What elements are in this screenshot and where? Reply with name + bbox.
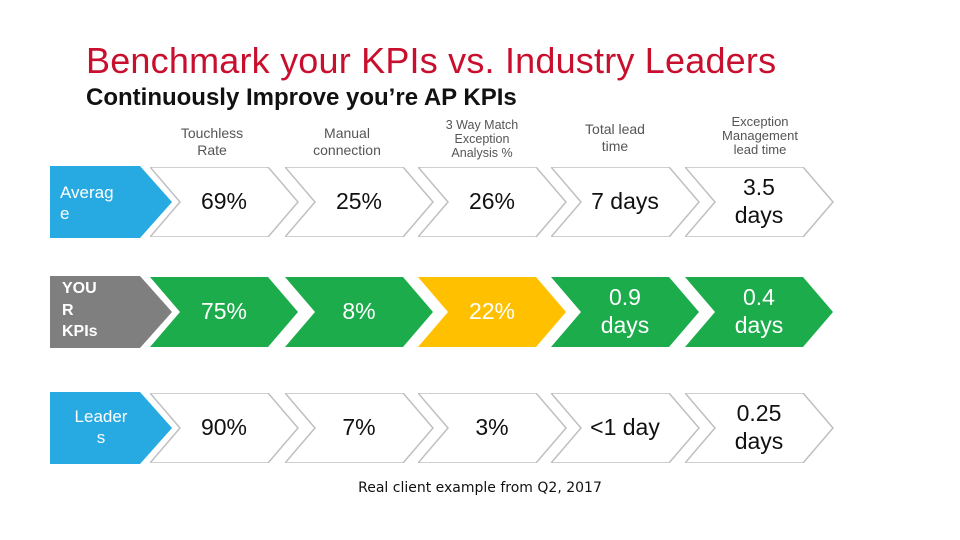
col-header-exception-management: Exception Management lead time	[722, 113, 798, 158]
kpi-cell-average-exception-mgmt: 3.5 days	[685, 167, 835, 237]
kpi-value: 8%	[342, 298, 376, 325]
kpi-cell-your-manual: 8%	[285, 277, 435, 347]
kpi-cell-leaders-three-way: 3%	[418, 393, 568, 463]
kpi-cell-your-touchless: 75%	[150, 277, 300, 347]
slide-subtitle: Continuously Improve you’re AP KPIs	[86, 84, 517, 111]
row-label-leaders-text: Leader s	[74, 407, 128, 448]
kpi-value: 25%	[335, 188, 383, 215]
kpi-value: 0.4 days	[734, 284, 784, 338]
row-label-your-kpis-shape	[50, 276, 172, 348]
kpi-value: 3.5 days	[734, 174, 784, 228]
kpi-cell-average-touchless: 69%	[150, 167, 300, 237]
kpi-value: 75%	[200, 298, 248, 325]
kpi-value: 90%	[200, 414, 248, 441]
row-label-your-kpis-text: YOU R KPIs	[62, 280, 98, 341]
kpi-cell-average-total-lead: 7 days	[551, 167, 701, 237]
slide-title: Benchmark your KPIs vs. Industry Leaders	[86, 40, 777, 81]
kpi-value: 7%	[342, 414, 376, 441]
row-label-average-shape	[50, 166, 172, 238]
kpi-cell-leaders-exception-mgmt: 0.25 days	[685, 393, 835, 463]
kpi-cell-leaders-manual: 7%	[285, 393, 435, 463]
kpi-value: 3%	[475, 414, 509, 441]
kpi-value: 22%	[468, 298, 516, 325]
kpi-cell-leaders-touchless: 90%	[150, 393, 300, 463]
kpi-cell-your-three-way: 22%	[418, 277, 568, 347]
col-header-manual-connection: Manual connection	[313, 125, 381, 158]
kpi-cell-your-exception-mgmt: 0.4 days	[685, 277, 835, 347]
row-label-your-kpis: YOU R KPIs	[50, 276, 175, 348]
kpi-cell-leaders-total-lead: <1 day	[551, 393, 701, 463]
row-label-average-text: Averag e	[60, 183, 114, 224]
col-header-touchless-rate: Touchless Rate	[180, 125, 244, 158]
kpi-cell-average-manual: 25%	[285, 167, 435, 237]
footnote: Real client example from Q2, 2017	[358, 480, 602, 496]
row-label-leaders-shape	[50, 392, 172, 464]
col-header-three-way-match: 3 Way Match Exception Analysis %	[445, 118, 519, 160]
kpi-value: 26%	[468, 188, 516, 215]
col-header-total-lead-time: Total lead time	[585, 121, 645, 154]
row-label-average: Averag e	[50, 166, 175, 238]
kpi-value: <1 day	[590, 414, 660, 441]
kpi-value: 0.25 days	[734, 400, 784, 454]
row-label-leaders: Leader s	[50, 392, 175, 464]
kpi-value: 0.9 days	[600, 284, 650, 338]
kpi-value: 69%	[200, 188, 248, 215]
kpi-cell-your-total-lead: 0.9 days	[551, 277, 701, 347]
kpi-cell-average-three-way: 26%	[418, 167, 568, 237]
kpi-value: 7 days	[591, 188, 659, 215]
